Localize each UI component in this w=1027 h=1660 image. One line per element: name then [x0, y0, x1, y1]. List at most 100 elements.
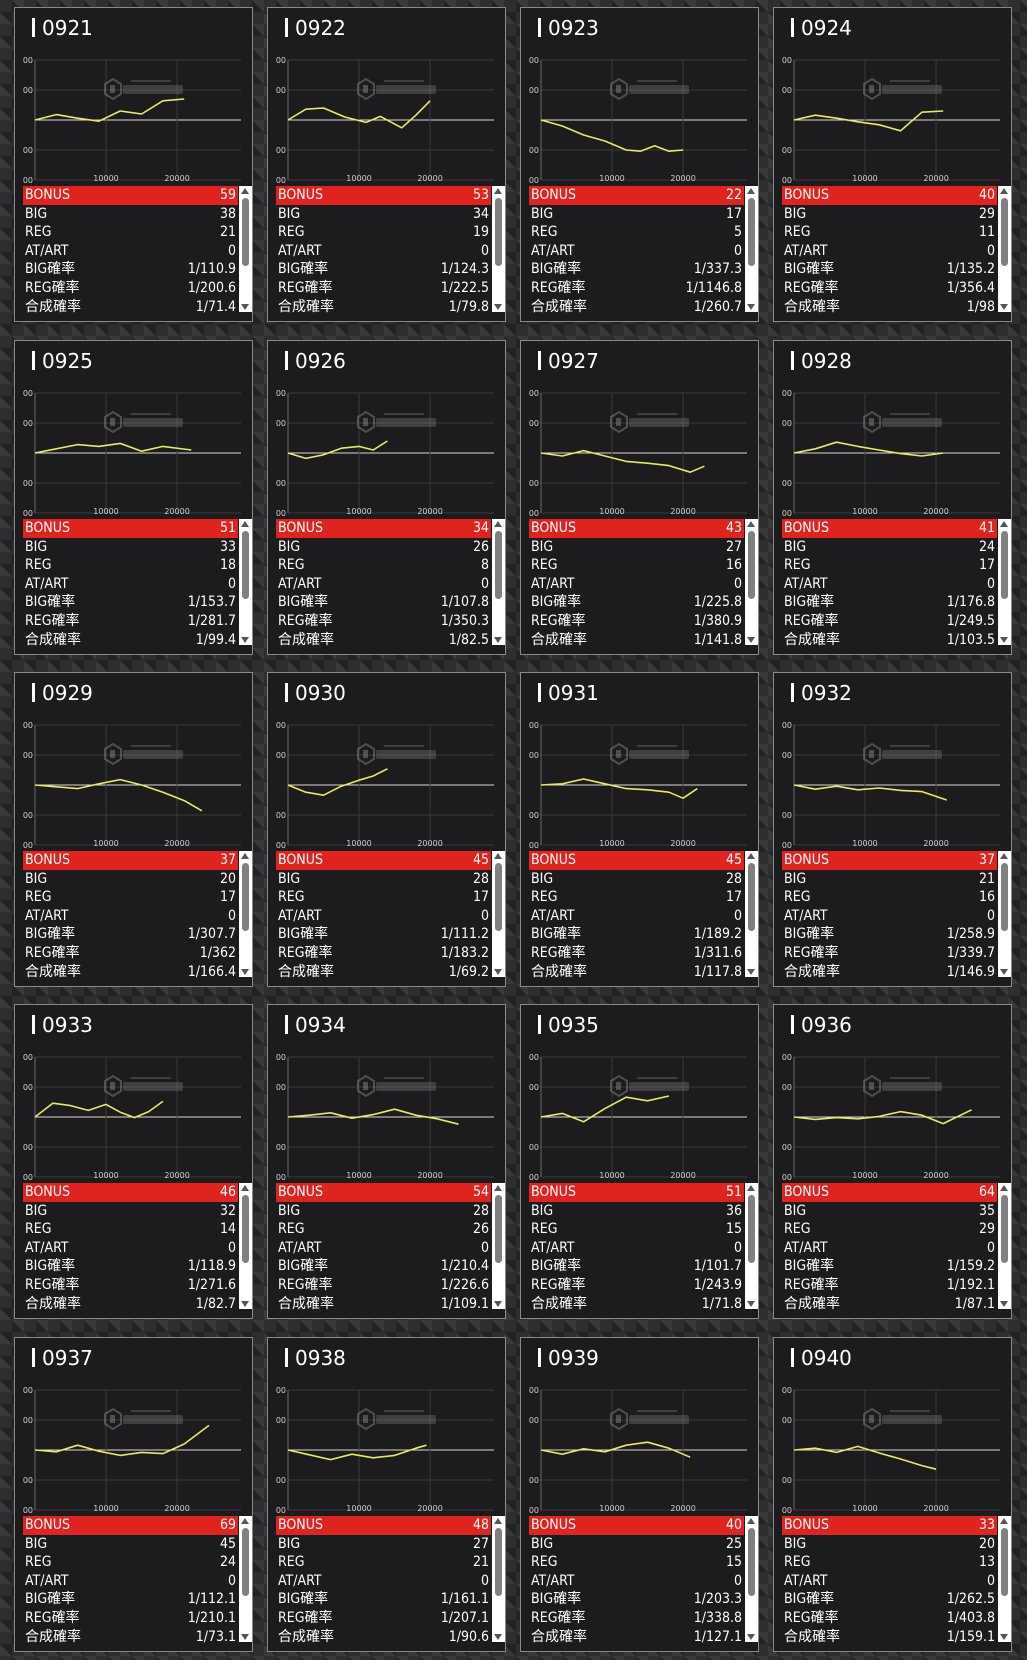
machine-card-header[interactable]: 0930: [268, 673, 505, 715]
scroll-down-arrow-icon[interactable]: [1000, 304, 1008, 310]
scroll-down-arrow-icon[interactable]: [1000, 969, 1008, 975]
machine-card-header[interactable]: 0931: [521, 673, 758, 715]
scroll-up-arrow-icon[interactable]: [494, 521, 502, 527]
stats-scrollbar[interactable]: [745, 851, 758, 977]
stats-scrollbar[interactable]: [745, 519, 758, 645]
scroll-down-arrow-icon[interactable]: [241, 1634, 249, 1640]
scroll-up-arrow-icon[interactable]: [494, 188, 502, 194]
scroll-down-arrow-icon[interactable]: [241, 637, 249, 643]
scroll-thumb[interactable]: [1001, 1528, 1008, 1596]
scroll-up-arrow-icon[interactable]: [1000, 521, 1008, 527]
machine-card-header[interactable]: 0934: [268, 1005, 505, 1047]
scroll-up-arrow-icon[interactable]: [241, 1185, 249, 1191]
scroll-up-arrow-icon[interactable]: [747, 1185, 755, 1191]
scroll-up-arrow-icon[interactable]: [747, 853, 755, 859]
scroll-up-arrow-icon[interactable]: [494, 1185, 502, 1191]
scroll-thumb[interactable]: [242, 863, 249, 931]
stats-scrollbar[interactable]: [745, 1183, 758, 1309]
machine-card-header[interactable]: 0924: [774, 8, 1011, 50]
scroll-thumb[interactable]: [748, 198, 755, 266]
stats-scrollbar[interactable]: [998, 186, 1011, 312]
scroll-down-arrow-icon[interactable]: [1000, 1634, 1008, 1640]
stats-scrollbar[interactable]: [998, 519, 1011, 645]
scroll-down-arrow-icon[interactable]: [747, 969, 755, 975]
scroll-thumb[interactable]: [748, 1528, 755, 1596]
scroll-down-arrow-icon[interactable]: [494, 969, 502, 975]
scroll-down-arrow-icon[interactable]: [1000, 637, 1008, 643]
scroll-down-arrow-icon[interactable]: [494, 1634, 502, 1640]
stats-scrollbar[interactable]: [998, 1516, 1011, 1642]
scroll-down-arrow-icon[interactable]: [241, 304, 249, 310]
machine-card-header[interactable]: 0929: [15, 673, 252, 715]
scroll-thumb[interactable]: [495, 1528, 502, 1596]
scroll-thumb[interactable]: [242, 531, 249, 599]
stats-scrollbar[interactable]: [492, 519, 505, 645]
stats-scrollbar[interactable]: [492, 1516, 505, 1642]
scroll-down-arrow-icon[interactable]: [494, 304, 502, 310]
scroll-down-arrow-icon[interactable]: [747, 637, 755, 643]
scroll-down-arrow-icon[interactable]: [747, 304, 755, 310]
scroll-thumb[interactable]: [1001, 1195, 1008, 1263]
stats-scrollbar[interactable]: [239, 1516, 252, 1642]
scroll-thumb[interactable]: [748, 531, 755, 599]
scroll-down-arrow-icon[interactable]: [241, 1301, 249, 1307]
machine-card-header[interactable]: 0928: [774, 341, 1011, 383]
scroll-thumb[interactable]: [495, 1195, 502, 1263]
scroll-down-arrow-icon[interactable]: [494, 1301, 502, 1307]
machine-card-header[interactable]: 0927: [521, 341, 758, 383]
scroll-thumb[interactable]: [1001, 531, 1008, 599]
stats-scrollbar[interactable]: [745, 1516, 758, 1642]
scroll-down-arrow-icon[interactable]: [747, 1301, 755, 1307]
machine-card-header[interactable]: 0933: [15, 1005, 252, 1047]
stats-scrollbar[interactable]: [492, 186, 505, 312]
machine-card-header[interactable]: 0923: [521, 8, 758, 50]
scroll-down-arrow-icon[interactable]: [241, 969, 249, 975]
scroll-thumb[interactable]: [242, 1195, 249, 1263]
scroll-thumb[interactable]: [495, 863, 502, 931]
scroll-up-arrow-icon[interactable]: [241, 521, 249, 527]
scroll-thumb[interactable]: [1001, 863, 1008, 931]
scroll-up-arrow-icon[interactable]: [747, 1518, 755, 1524]
machine-card-header[interactable]: 0939: [521, 1338, 758, 1380]
machine-card-header[interactable]: 0925: [15, 341, 252, 383]
scroll-up-arrow-icon[interactable]: [1000, 1185, 1008, 1191]
scroll-thumb[interactable]: [748, 863, 755, 931]
scroll-thumb[interactable]: [495, 531, 502, 599]
stats-scrollbar[interactable]: [492, 851, 505, 977]
scroll-up-arrow-icon[interactable]: [1000, 188, 1008, 194]
scroll-down-arrow-icon[interactable]: [747, 1634, 755, 1640]
machine-card-header[interactable]: 0922: [268, 8, 505, 50]
scroll-up-arrow-icon[interactable]: [747, 188, 755, 194]
stats-scrollbar[interactable]: [745, 186, 758, 312]
machine-card-header[interactable]: 0935: [521, 1005, 758, 1047]
scroll-thumb[interactable]: [748, 1195, 755, 1263]
scroll-thumb[interactable]: [242, 198, 249, 266]
machine-card-header[interactable]: 0938: [268, 1338, 505, 1380]
stats-scrollbar[interactable]: [492, 1183, 505, 1309]
machine-card-header[interactable]: 0926: [268, 341, 505, 383]
scroll-thumb[interactable]: [242, 1528, 249, 1596]
scroll-down-arrow-icon[interactable]: [494, 637, 502, 643]
stats-scrollbar[interactable]: [998, 851, 1011, 977]
stats-scrollbar[interactable]: [239, 519, 252, 645]
scroll-thumb[interactable]: [1001, 198, 1008, 266]
scroll-up-arrow-icon[interactable]: [494, 853, 502, 859]
scroll-up-arrow-icon[interactable]: [494, 1518, 502, 1524]
